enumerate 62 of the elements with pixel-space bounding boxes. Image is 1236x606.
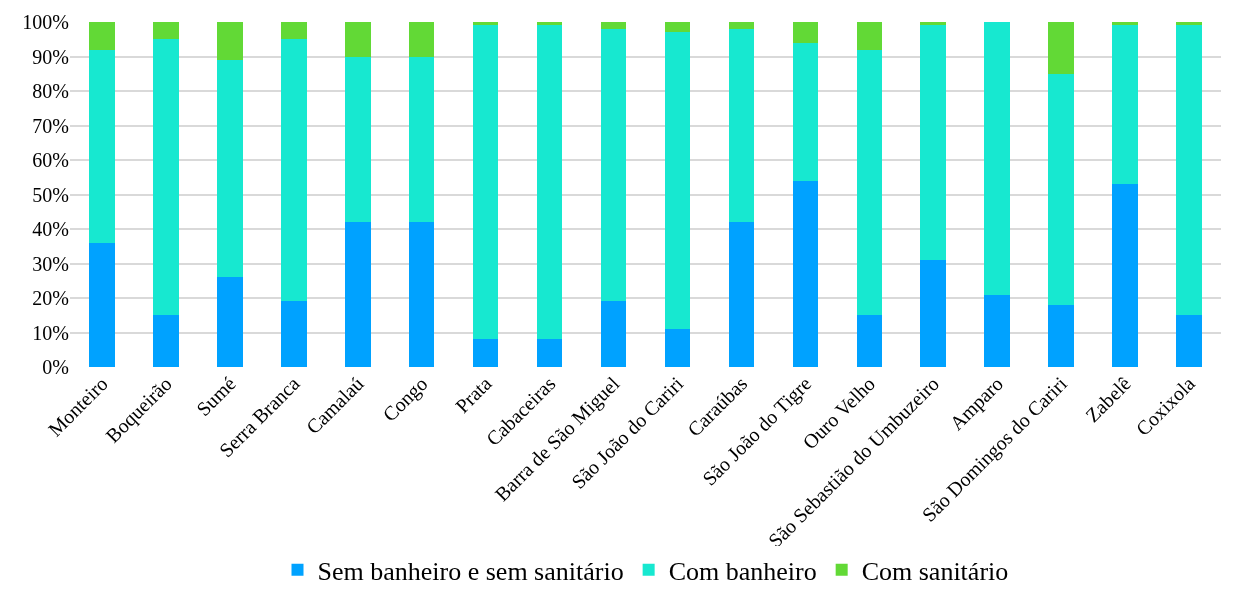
bar [728, 28, 755, 223]
bar [856, 22, 883, 50]
y-tick-label: 80% [32, 80, 69, 102]
bar [536, 339, 563, 367]
y-tick-label: 10% [32, 321, 69, 344]
bar [536, 25, 563, 340]
bar [153, 315, 179, 367]
bar [600, 301, 627, 367]
bar [1112, 184, 1138, 367]
y-tick-label: 30% [32, 252, 69, 275]
legend-label: Sem banheiro e sem sanitário [317, 556, 624, 586]
bar [1048, 73, 1074, 305]
bar [472, 339, 499, 367]
bar [792, 180, 819, 367]
y-tick-label: 50% [32, 183, 69, 206]
bar [472, 25, 499, 340]
y-tick-label: 100% [22, 11, 69, 33]
bar [281, 22, 307, 40]
bar [281, 301, 307, 367]
bar [344, 56, 371, 223]
bar [153, 39, 179, 316]
bar [408, 56, 435, 223]
bar [408, 222, 435, 367]
bar [984, 22, 1010, 295]
bar [217, 277, 243, 367]
bar [1048, 22, 1074, 74]
bar [281, 39, 307, 302]
legend-label: Com sanitário [861, 556, 1009, 586]
bar [89, 22, 115, 50]
y-tick-label: 70% [32, 114, 69, 137]
bar [1176, 25, 1202, 316]
bar [1176, 315, 1202, 367]
y-tick-label: 20% [32, 287, 69, 309]
bar [856, 49, 883, 316]
bar [664, 22, 691, 33]
y-tick-label: 40% [32, 218, 69, 240]
legend-label: Com banheiro [668, 556, 817, 586]
bar [728, 22, 755, 29]
bar [664, 32, 691, 330]
bar [920, 25, 947, 261]
bar [1048, 304, 1074, 367]
bar [1112, 25, 1138, 185]
bar [984, 294, 1010, 367]
bar [408, 22, 435, 57]
y-tick-label: 90% [32, 45, 69, 68]
bar [153, 22, 179, 40]
bar [728, 222, 755, 367]
bar [344, 22, 371, 57]
bar [600, 28, 627, 302]
y-tick-label: 60% [32, 149, 69, 171]
bar [217, 22, 243, 60]
bar [792, 42, 819, 181]
bar [792, 22, 819, 43]
bar [664, 329, 691, 367]
bar [217, 59, 243, 278]
bar [89, 242, 115, 367]
bar [600, 22, 627, 29]
y-tick-label: 0% [42, 356, 69, 378]
bar [920, 260, 947, 367]
bar [856, 315, 883, 367]
bar [89, 49, 115, 243]
bar [344, 222, 371, 367]
